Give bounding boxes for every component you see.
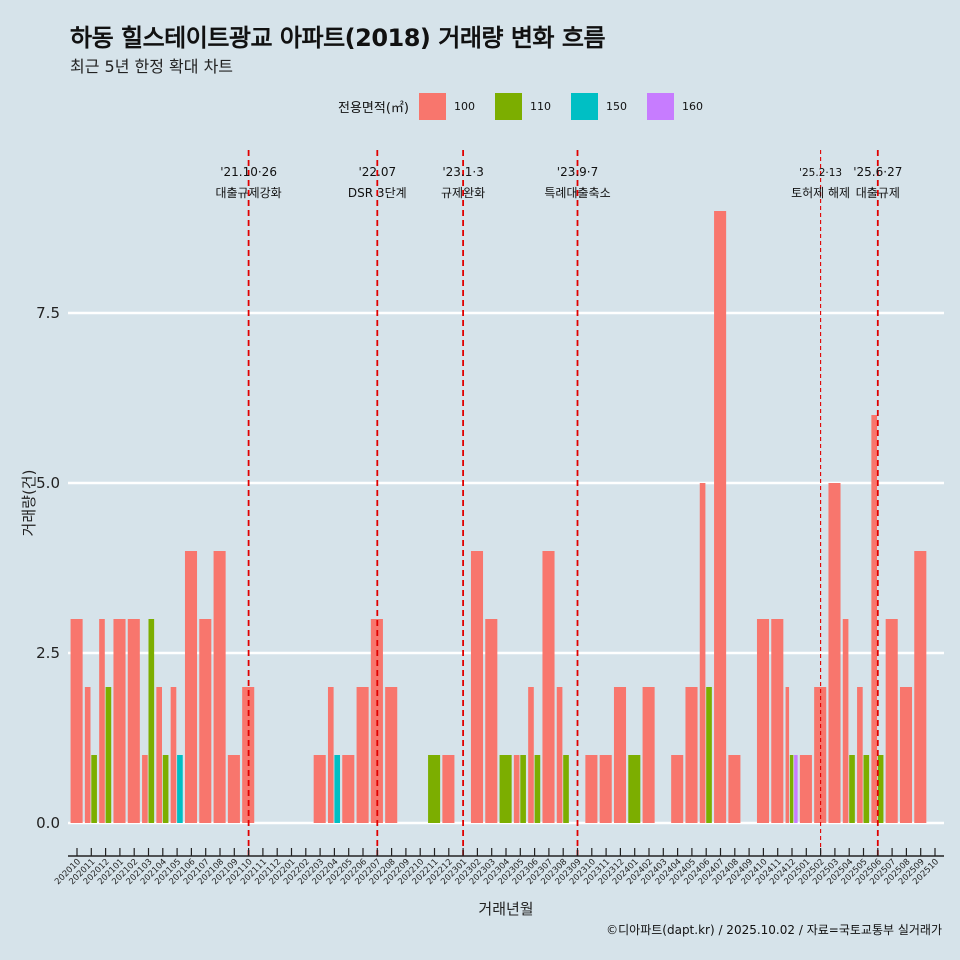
bar-100-202509 [914, 551, 927, 823]
bar-100-202404 [671, 755, 684, 823]
event-label: 대출규제 [856, 186, 900, 200]
bar-100-202101 [113, 619, 126, 823]
bar-100-202104 [156, 687, 162, 823]
bar-100-202302 [470, 551, 484, 823]
bar-100-202405 [685, 687, 698, 823]
bar-110-202104 [162, 755, 169, 823]
legend-label-160: 160 [681, 99, 703, 113]
bar-100-202011 [84, 687, 91, 823]
legend-label-150: 150 [605, 99, 627, 113]
bar-100-202308 [556, 687, 563, 823]
bar-150-202204 [334, 755, 341, 823]
bar-110-202506 [877, 755, 884, 823]
bar-100-202410 [756, 619, 770, 823]
bar-100-202010 [70, 619, 83, 823]
y-tick-label: 2.5 [36, 644, 60, 662]
bar-100-202508 [899, 687, 913, 823]
bar-100-202408 [728, 755, 741, 823]
legend-label-110: 110 [529, 99, 551, 113]
y-tick-label: 5.0 [36, 474, 60, 492]
bar-100-202312 [613, 687, 627, 823]
legend-key-150 [570, 92, 598, 120]
bar-100-202406 [699, 483, 706, 823]
bar-160-202412 [794, 755, 798, 823]
chart-title: 하동 힐스테이트광교 아파트(2018) 거래량 변화 흐름 [70, 24, 606, 52]
y-axis-label: 거래량(건) [20, 470, 38, 537]
bar-110-202306 [534, 755, 541, 823]
bar-100-202503 [828, 483, 841, 823]
bar-100-202206 [356, 687, 369, 823]
event-date: '21.10·26 [220, 165, 277, 179]
bar-110-202305 [520, 755, 526, 823]
bar-100-202102 [127, 619, 140, 823]
bar-110-202308 [563, 755, 569, 823]
bar-100-202310 [585, 755, 598, 823]
bar-110-202211 [428, 755, 441, 823]
bar-110-202304 [499, 755, 512, 823]
legend-title: 전용면적(㎡) [338, 100, 409, 116]
legend-key-160 [646, 92, 674, 120]
bar-100-202504 [842, 619, 849, 823]
event-label: DSR 3단계 [348, 186, 407, 200]
bar-100-202105 [170, 687, 177, 823]
bar-100-202506 [871, 415, 877, 823]
bar-100-202203 [313, 755, 326, 823]
bar-150-202105 [177, 755, 183, 823]
event-label: 특례대출축소 [544, 186, 610, 200]
legend-key-110 [494, 92, 522, 120]
legend-key-100 [418, 92, 446, 120]
bar-100-202501 [799, 755, 812, 823]
bar-100-202307 [542, 551, 555, 823]
bar-100-202407 [714, 211, 727, 823]
event-date: '23.9·7 [557, 165, 598, 179]
bar-100-202107 [199, 619, 212, 823]
bar-100-202205 [342, 755, 355, 823]
event-label: 토허제 해제 [791, 186, 850, 200]
bar-110-202103 [148, 619, 155, 823]
event-date: '25.2·13 [799, 167, 842, 179]
bar-100-202204 [327, 687, 334, 823]
bar-100-202505 [857, 687, 863, 823]
event-label: 대출규제강화 [215, 186, 281, 200]
bar-100-202106 [184, 551, 198, 823]
bar-100-202303 [485, 619, 498, 823]
caption: ©디아파트(dapt.kr) / 2025.10.02 / 자료=국토교통부 실… [606, 923, 942, 937]
bar-100-202507 [885, 619, 898, 823]
legend-label-100: 100 [453, 99, 475, 113]
event-date: '23.1·3 [442, 165, 483, 179]
bar-110-202401 [628, 755, 641, 823]
y-tick-label: 7.5 [36, 304, 60, 322]
bar-110-202412 [789, 755, 794, 823]
bars [70, 211, 927, 823]
bar-110-202012 [105, 687, 112, 823]
bar-100-202103 [142, 755, 148, 823]
bar-110-202504 [849, 755, 855, 823]
bar-110-202011 [91, 755, 97, 823]
bar-100-202412 [785, 687, 790, 823]
bar-110-202505 [863, 755, 870, 823]
bar-100-202306 [528, 687, 534, 823]
bar-100-202012 [99, 619, 105, 823]
bar-110-202406 [706, 687, 712, 823]
bar-100-202411 [771, 619, 784, 823]
bar-100-202305 [513, 755, 520, 823]
event-label: 규제완화 [441, 186, 485, 200]
legend: 전용면적(㎡) 100 110 150 160 [338, 92, 723, 120]
bar-100-202108 [213, 551, 226, 823]
x-axis-label: 거래년월 [478, 900, 533, 918]
bar-100-202109 [227, 755, 240, 823]
bar-100-202402 [642, 687, 655, 823]
y-tick-label: 0.0 [36, 814, 60, 832]
bar-100-202208 [385, 687, 398, 823]
event-date: '22.07 [358, 165, 396, 179]
bar-100-202212 [442, 755, 455, 823]
bar-100-202311 [599, 755, 612, 823]
event-date: '25.6·27 [853, 165, 902, 179]
chart-subtitle: 최근 5년 한정 확대 차트 [70, 57, 234, 76]
annotations: '21.10·26 대출규제강화 '22.07 DSR 3단계 '23.1·3 규제완화 '… [215, 150, 902, 856]
